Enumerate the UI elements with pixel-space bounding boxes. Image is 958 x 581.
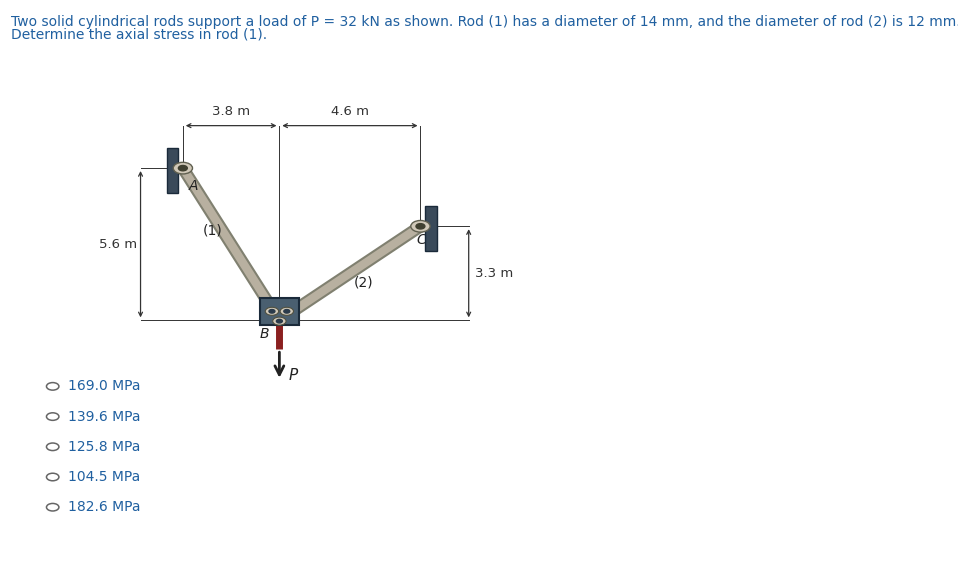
Text: 169.0 MPa: 169.0 MPa	[68, 379, 141, 393]
Text: 3.8 m: 3.8 m	[212, 106, 250, 119]
Text: Determine the axial stress in rod (1).: Determine the axial stress in rod (1).	[11, 28, 267, 42]
Text: (1): (1)	[203, 224, 222, 238]
Circle shape	[265, 307, 279, 315]
Bar	[425, 206, 437, 251]
Circle shape	[173, 162, 193, 174]
Circle shape	[277, 320, 283, 323]
Bar	[167, 148, 178, 193]
Circle shape	[178, 166, 188, 171]
Circle shape	[269, 310, 275, 313]
Text: (2): (2)	[354, 275, 373, 289]
Text: Two solid cylindrical rods support a load of P = 32 kN as shown. Rod (1) has a d: Two solid cylindrical rods support a loa…	[11, 15, 958, 28]
Circle shape	[273, 317, 286, 325]
Text: 3.3 m: 3.3 m	[474, 267, 513, 280]
Text: B: B	[260, 327, 269, 341]
Text: A: A	[189, 180, 198, 193]
Circle shape	[411, 220, 430, 232]
Text: 182.6 MPa: 182.6 MPa	[68, 500, 141, 514]
Text: P: P	[288, 368, 298, 383]
Text: C: C	[417, 233, 426, 247]
Bar	[260, 298, 299, 325]
Text: 4.6 m: 4.6 m	[331, 106, 369, 119]
Circle shape	[284, 310, 289, 313]
Circle shape	[280, 307, 293, 315]
Text: 139.6 MPa: 139.6 MPa	[68, 410, 141, 424]
Circle shape	[416, 224, 425, 229]
Text: 104.5 MPa: 104.5 MPa	[68, 470, 140, 484]
Text: 125.8 MPa: 125.8 MPa	[68, 440, 141, 454]
Text: 5.6 m: 5.6 m	[99, 238, 137, 250]
